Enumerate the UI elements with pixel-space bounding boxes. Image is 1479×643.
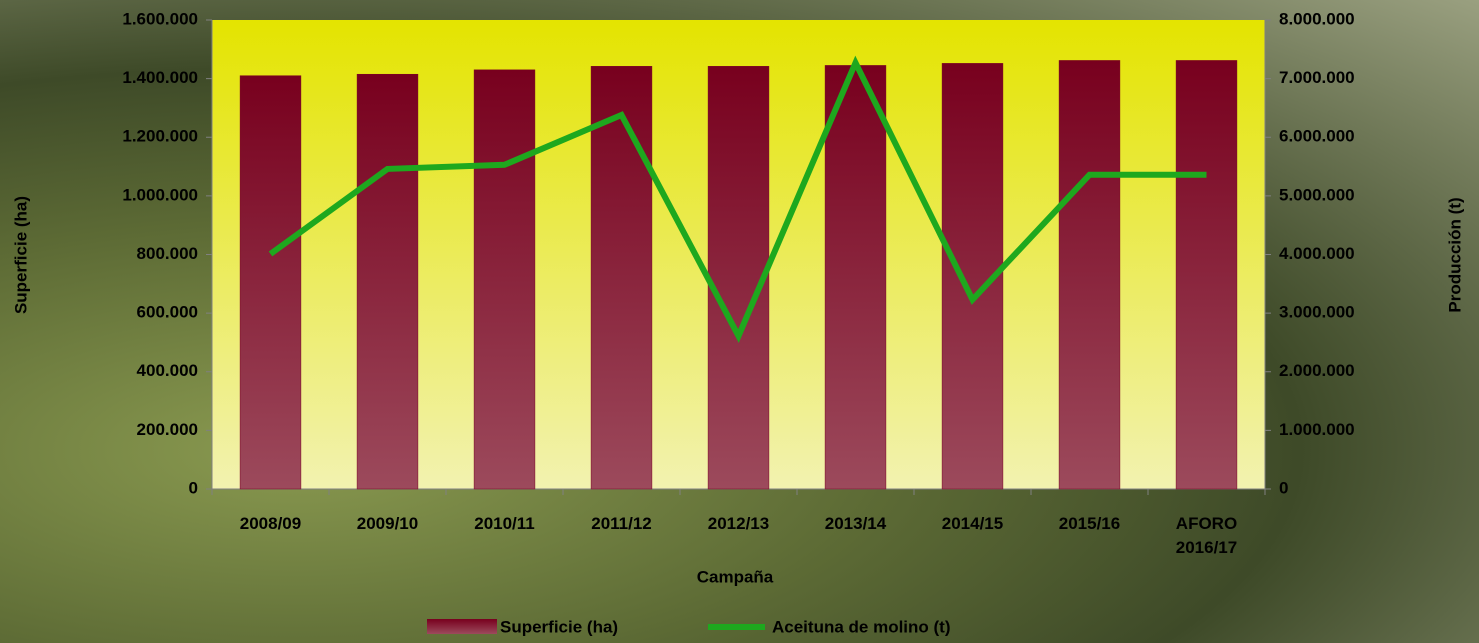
bar — [590, 66, 653, 490]
bar — [824, 65, 887, 490]
bar — [1175, 60, 1238, 490]
y2ticks-label: 7.000.000 — [1279, 68, 1355, 87]
bar — [356, 73, 419, 490]
x-tick-label: 2015/16 — [1058, 514, 1121, 533]
line — [268, 55, 1207, 343]
y2ticks-label: 3.000.000 — [1279, 303, 1355, 322]
y2ticks-label: 5.000.000 — [1279, 185, 1355, 204]
y2ticks-label: 2.000.000 — [1279, 361, 1355, 380]
yticks-label: 200.000 — [137, 420, 198, 439]
yticks-label: 600.000 — [137, 303, 198, 322]
y-axis-title: Superficie (ha) — [11, 196, 30, 314]
bar — [707, 66, 770, 490]
x-tick-label: 2013/14 — [824, 514, 887, 533]
yticks-label: 1.200.000 — [122, 127, 198, 146]
x-tick-label: AFORO 2016/17 — [1175, 514, 1238, 557]
x-axis-title: Campaña — [697, 567, 774, 586]
y2ticks-label: 0 — [1279, 478, 1288, 497]
x-tick-label: 2011/12 — [591, 514, 652, 533]
legend-swatch — [427, 619, 497, 634]
yticks-label: 1.600.000 — [122, 9, 198, 28]
yticks-label: 1.000.000 — [122, 185, 198, 204]
y2ticks-label: 8.000.000 — [1279, 9, 1355, 28]
y2-axis-title: Producción (t) — [1445, 197, 1464, 312]
legend-label: Superficie (ha) — [500, 617, 618, 636]
y2ticks-label: 4.000.000 — [1279, 244, 1355, 263]
legend-label: Aceituna de molino (t) — [772, 617, 951, 636]
y2ticks-label: 1.000.000 — [1279, 420, 1355, 439]
x-tick-label: 2008/09 — [239, 514, 302, 533]
yticks-label: 0 — [189, 478, 198, 497]
bar — [473, 69, 536, 490]
bar — [239, 75, 302, 490]
x-tick-label: 2014/15 — [941, 514, 1004, 533]
x-tick-label: 2012/13 — [707, 514, 770, 533]
bar — [1058, 60, 1121, 490]
yticks-label: 800.000 — [137, 244, 198, 263]
x-tick-label: 2010/11 — [474, 514, 535, 533]
x-tick-label: 2009/10 — [356, 514, 419, 533]
yticks-label: 400.000 — [137, 361, 198, 380]
yticks-label: 1.400.000 — [122, 68, 198, 87]
y2ticks-label: 6.000.000 — [1279, 127, 1355, 146]
